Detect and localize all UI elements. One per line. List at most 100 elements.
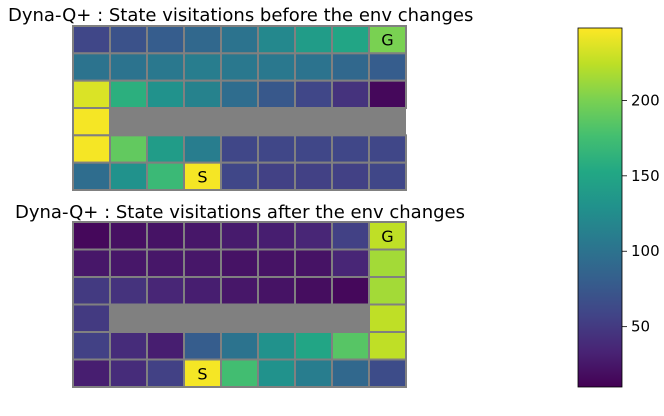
heatmap-cell — [183, 358, 222, 388]
heatmap-cell — [368, 358, 407, 388]
heatmap-cell — [257, 331, 296, 361]
heatmap-cell — [183, 221, 222, 251]
heatmap-cell — [183, 276, 222, 306]
heatmap-cell — [146, 25, 185, 55]
heatmap-cell — [109, 331, 148, 361]
heatmap-cell — [368, 221, 407, 251]
heatmap-after: GS — [72, 221, 407, 388]
heatmap-cell — [109, 161, 148, 192]
heatmap-cell — [183, 52, 222, 82]
heatmap-cell — [72, 221, 111, 251]
heatmap-cell — [109, 358, 148, 388]
heatmap-cell — [368, 331, 407, 361]
heatmap-cell — [331, 248, 370, 278]
heatmap-cell — [331, 161, 370, 192]
heatmap-cell — [146, 221, 185, 251]
heatmap-cell — [257, 134, 296, 164]
heatmap-cell — [72, 52, 111, 82]
heatmap-cell — [331, 79, 370, 109]
heatmap-cell — [183, 248, 222, 278]
heatmap-cell — [294, 161, 333, 192]
heatmap-cell — [220, 276, 259, 306]
heatmap-cell — [146, 52, 185, 82]
heatmap-cell — [368, 79, 407, 109]
heatmap-cell — [257, 52, 296, 82]
heatmap-cell — [294, 134, 333, 164]
heatmap-cell — [368, 25, 407, 55]
heatmap-cell — [109, 134, 148, 164]
colorbar: 50 100 150 200 — [577, 27, 660, 388]
heatmap-cell — [72, 358, 111, 388]
heatmap-cell — [146, 276, 185, 306]
heatmap-cell — [72, 161, 111, 192]
heatmap-cell — [368, 303, 407, 333]
goal-marker: G — [381, 31, 393, 50]
heatmap-cell — [72, 79, 111, 109]
colorbar-tick-label: 50 — [631, 318, 650, 336]
heatmap-cell — [294, 358, 333, 388]
heatmap-cell — [257, 248, 296, 278]
heatmap-cell — [220, 358, 259, 388]
heatmap-cell — [257, 79, 296, 109]
heatmap-before: GS — [72, 25, 407, 192]
heatmap-cell — [294, 276, 333, 306]
heatmap-cell — [331, 276, 370, 306]
heatmap-cell — [146, 248, 185, 278]
heatmap-cell — [146, 134, 185, 164]
heatmap-cell — [109, 221, 148, 251]
heatmap-cell — [183, 25, 222, 55]
heatmap-cell — [368, 161, 407, 192]
heatmap-cell — [331, 358, 370, 388]
heatmap-cell — [109, 248, 148, 278]
heatmap-cell — [109, 276, 148, 306]
heatmap-cell — [220, 161, 259, 192]
heatmap-cell — [294, 331, 333, 361]
heatmap-cell — [220, 248, 259, 278]
heatmap-cell — [72, 276, 111, 306]
colorbar-tick-label: 100 — [631, 242, 660, 260]
heatmap-cell — [146, 79, 185, 109]
start-marker: S — [197, 364, 207, 383]
heatmap-cell — [331, 25, 370, 55]
heatmap-cell — [220, 25, 259, 55]
heatmap-cell — [109, 52, 148, 82]
heatmap-title-before: Dyna-Q+ : State visitations before the e… — [8, 5, 473, 26]
colorbar-tick-label: 150 — [631, 167, 660, 185]
heatmap-cell — [72, 303, 111, 333]
heatmap-cell — [109, 25, 148, 55]
heatmap-cell — [257, 276, 296, 306]
heatmap-cell — [368, 134, 407, 164]
heatmap-cell — [331, 331, 370, 361]
heatmap-cell — [72, 248, 111, 278]
goal-marker: G — [381, 227, 393, 246]
heatmap-cell — [72, 107, 111, 137]
heatmap-cell — [331, 134, 370, 164]
heatmap-cell — [220, 221, 259, 251]
heatmap-cell — [257, 221, 296, 251]
heatmap-cell — [183, 134, 222, 164]
heatmap-cell — [146, 358, 185, 388]
heatmap-cell — [257, 161, 296, 192]
heatmap-cell — [294, 52, 333, 82]
heatmap-cell — [368, 52, 407, 82]
heatmap-cell — [183, 331, 222, 361]
heatmap-cell — [183, 161, 222, 192]
heatmap-cell — [72, 134, 111, 164]
heatmap-cell — [294, 221, 333, 251]
heatmap-cell — [331, 52, 370, 82]
heatmap-cell — [294, 25, 333, 55]
heatmap-cell — [294, 248, 333, 278]
heatmap-cell — [220, 331, 259, 361]
heatmap-cell — [109, 79, 148, 109]
heatmap-cell — [257, 358, 296, 388]
heatmap-cell — [294, 79, 333, 109]
heatmap-cell — [368, 276, 407, 306]
heatmap-cell — [146, 161, 185, 192]
heatmap-cell — [220, 52, 259, 82]
heatmap-title-after: Dyna-Q+ : State visitations after the en… — [15, 202, 465, 223]
colorbar-tick-label: 200 — [631, 91, 660, 109]
heatmap-cell — [146, 331, 185, 361]
heatmap-cell — [257, 25, 296, 55]
heatmap-cell — [220, 79, 259, 109]
heatmap-cell — [72, 25, 111, 55]
